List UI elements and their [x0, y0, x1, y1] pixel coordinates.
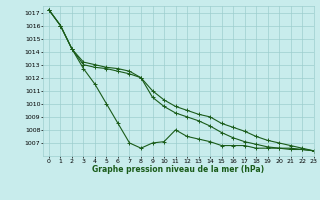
- X-axis label: Graphe pression niveau de la mer (hPa): Graphe pression niveau de la mer (hPa): [92, 165, 264, 174]
